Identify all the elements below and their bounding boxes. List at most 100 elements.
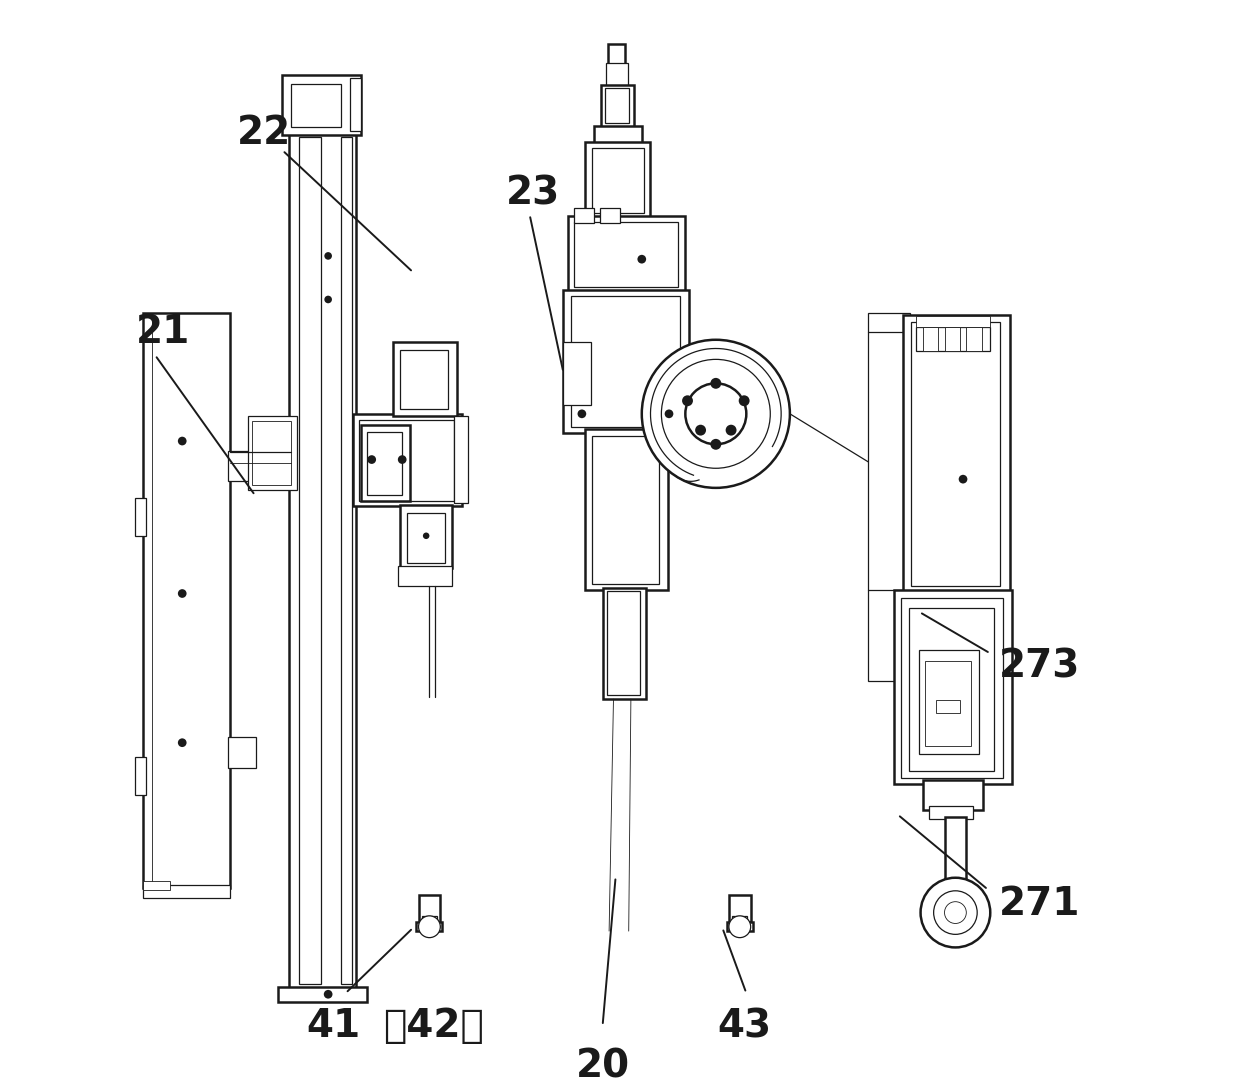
- Bar: [401, 350, 448, 409]
- Circle shape: [686, 383, 746, 444]
- Circle shape: [637, 255, 646, 264]
- Bar: [894, 590, 1012, 784]
- Bar: [568, 216, 686, 294]
- Bar: [868, 313, 910, 681]
- Bar: [248, 416, 296, 490]
- Circle shape: [398, 455, 407, 464]
- Bar: [135, 757, 146, 795]
- Bar: [929, 806, 973, 819]
- Bar: [594, 126, 642, 144]
- Bar: [923, 327, 937, 351]
- Bar: [916, 327, 991, 351]
- Circle shape: [578, 409, 587, 418]
- Bar: [925, 661, 971, 746]
- Bar: [228, 737, 257, 768]
- Bar: [393, 342, 456, 416]
- Bar: [727, 922, 753, 931]
- Bar: [729, 895, 750, 922]
- Bar: [143, 881, 170, 890]
- Bar: [945, 817, 966, 895]
- Text: 273: 273: [999, 648, 1080, 685]
- Bar: [585, 429, 668, 590]
- Circle shape: [725, 425, 737, 436]
- Bar: [591, 436, 660, 584]
- Bar: [143, 885, 231, 898]
- Bar: [945, 327, 960, 351]
- Bar: [574, 222, 678, 287]
- Bar: [455, 416, 467, 503]
- Bar: [417, 922, 443, 931]
- Bar: [228, 451, 257, 481]
- Bar: [603, 588, 646, 699]
- Bar: [606, 63, 627, 87]
- Circle shape: [682, 395, 693, 406]
- Circle shape: [177, 589, 186, 598]
- Bar: [608, 44, 625, 65]
- Bar: [570, 296, 680, 427]
- Bar: [299, 137, 320, 984]
- Text: 22: 22: [237, 114, 291, 151]
- Bar: [341, 137, 352, 984]
- Text: 41: 41: [306, 1007, 361, 1045]
- Circle shape: [177, 437, 186, 445]
- Text: （42）: （42）: [383, 1007, 484, 1045]
- Bar: [350, 78, 361, 131]
- Bar: [903, 315, 1009, 594]
- Bar: [291, 84, 341, 127]
- Bar: [278, 987, 367, 1002]
- Bar: [574, 208, 594, 223]
- Circle shape: [325, 295, 332, 304]
- Text: 20: 20: [575, 1048, 630, 1086]
- Circle shape: [729, 916, 750, 938]
- Bar: [358, 420, 455, 501]
- Bar: [419, 895, 440, 922]
- Circle shape: [739, 395, 750, 406]
- Bar: [563, 342, 590, 405]
- Bar: [422, 916, 436, 927]
- Circle shape: [661, 359, 770, 468]
- Bar: [601, 85, 634, 129]
- Bar: [585, 142, 651, 220]
- Bar: [407, 513, 445, 563]
- Bar: [605, 88, 629, 123]
- Circle shape: [711, 378, 722, 389]
- Circle shape: [419, 916, 440, 938]
- Bar: [916, 316, 991, 327]
- Circle shape: [945, 902, 966, 923]
- Bar: [283, 75, 361, 135]
- Bar: [966, 327, 982, 351]
- Text: 271: 271: [999, 885, 1080, 922]
- Bar: [367, 432, 402, 495]
- Bar: [289, 131, 356, 993]
- Bar: [135, 498, 146, 536]
- Bar: [401, 505, 453, 568]
- Bar: [732, 916, 748, 927]
- Circle shape: [367, 455, 376, 464]
- Circle shape: [959, 475, 967, 484]
- Circle shape: [423, 533, 429, 539]
- Text: 43: 43: [717, 1007, 771, 1045]
- Bar: [252, 421, 291, 485]
- Circle shape: [696, 425, 706, 436]
- Bar: [901, 598, 1003, 778]
- Bar: [260, 423, 294, 479]
- Circle shape: [920, 878, 991, 947]
- Bar: [606, 591, 640, 695]
- Bar: [600, 208, 620, 223]
- Bar: [591, 148, 644, 213]
- Circle shape: [177, 738, 186, 747]
- Circle shape: [642, 340, 790, 488]
- Bar: [353, 414, 463, 506]
- Bar: [563, 290, 688, 433]
- Text: 23: 23: [506, 175, 560, 212]
- Circle shape: [665, 409, 673, 418]
- Bar: [923, 780, 982, 810]
- Bar: [909, 608, 993, 771]
- Circle shape: [711, 439, 722, 450]
- Bar: [598, 218, 637, 240]
- Bar: [920, 650, 980, 754]
- Circle shape: [325, 252, 332, 260]
- Text: 21: 21: [135, 314, 190, 351]
- Bar: [910, 322, 1001, 586]
- Circle shape: [934, 891, 977, 934]
